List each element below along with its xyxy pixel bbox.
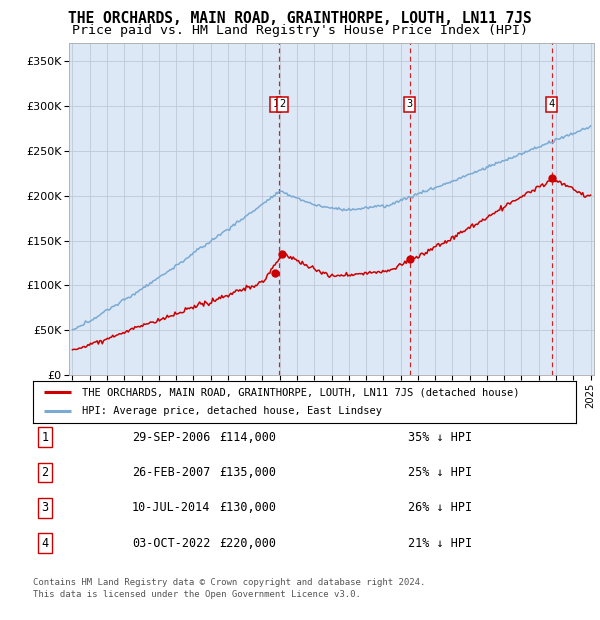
Text: 4: 4 [41, 537, 49, 549]
Text: 4: 4 [548, 99, 555, 109]
Text: £135,000: £135,000 [219, 466, 276, 479]
Text: THE ORCHARDS, MAIN ROAD, GRAINTHORPE, LOUTH, LN11 7JS: THE ORCHARDS, MAIN ROAD, GRAINTHORPE, LO… [68, 11, 532, 25]
Text: 26-FEB-2007: 26-FEB-2007 [132, 466, 211, 479]
Text: 03-OCT-2022: 03-OCT-2022 [132, 537, 211, 549]
Text: 1: 1 [272, 99, 278, 109]
Text: HPI: Average price, detached house, East Lindsey: HPI: Average price, detached house, East… [82, 407, 382, 417]
Text: 2: 2 [280, 99, 286, 109]
Text: This data is licensed under the Open Government Licence v3.0.: This data is licensed under the Open Gov… [33, 590, 361, 600]
Text: THE ORCHARDS, MAIN ROAD, GRAINTHORPE, LOUTH, LN11 7JS (detached house): THE ORCHARDS, MAIN ROAD, GRAINTHORPE, LO… [82, 387, 520, 397]
Text: 26% ↓ HPI: 26% ↓ HPI [408, 502, 472, 514]
Text: 10-JUL-2014: 10-JUL-2014 [132, 502, 211, 514]
Text: Contains HM Land Registry data © Crown copyright and database right 2024.: Contains HM Land Registry data © Crown c… [33, 578, 425, 587]
Text: 3: 3 [41, 502, 49, 514]
Text: £130,000: £130,000 [219, 502, 276, 514]
Text: 1: 1 [41, 431, 49, 443]
Text: 2: 2 [41, 466, 49, 479]
Text: 21% ↓ HPI: 21% ↓ HPI [408, 537, 472, 549]
Text: 3: 3 [407, 99, 413, 109]
Text: 29-SEP-2006: 29-SEP-2006 [132, 431, 211, 443]
Text: Price paid vs. HM Land Registry's House Price Index (HPI): Price paid vs. HM Land Registry's House … [72, 24, 528, 37]
Text: £220,000: £220,000 [219, 537, 276, 549]
Text: 25% ↓ HPI: 25% ↓ HPI [408, 466, 472, 479]
Text: 35% ↓ HPI: 35% ↓ HPI [408, 431, 472, 443]
Text: £114,000: £114,000 [219, 431, 276, 443]
